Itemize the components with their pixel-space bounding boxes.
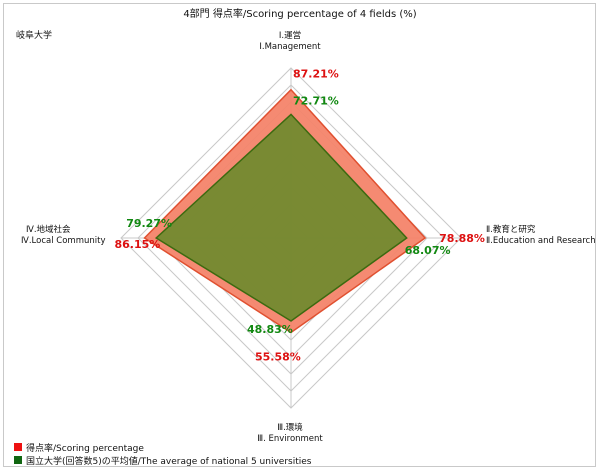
axis-label-education-ja: Ⅱ.教育と研究	[486, 224, 536, 235]
data-label-average-education: 68.07%	[405, 244, 451, 257]
legend-swatch-scoring	[14, 443, 22, 451]
legend-label-average: 国立大学(回答数5)の平均値/The average of national 5…	[26, 455, 312, 467]
chart-title: 4部門 得点率/Scoring percentage of 4 fields (…	[183, 7, 416, 20]
data-label-average-environment: 48.83%	[247, 323, 293, 336]
axis-label-management-en: Ⅰ.Management	[259, 42, 321, 52]
axis-label-community-ja: Ⅳ.地域社会	[26, 224, 71, 235]
data-label-scoring-community: 86.15%	[115, 238, 161, 251]
axis-label-management-ja: Ⅰ.運営	[279, 30, 301, 41]
data-labels: 87.21% 78.88% 55.58% 86.15% 72.71% 68.07% 48.8…	[115, 68, 485, 364]
legend-swatch-average	[14, 456, 22, 464]
data-label-scoring-education: 78.88%	[439, 232, 485, 245]
data-label-scoring-management: 87.21%	[293, 68, 339, 81]
axis-label-education-en: Ⅱ.Education and Research	[486, 236, 596, 246]
data-label-scoring-environment: 55.58%	[255, 351, 301, 364]
data-label-average-management: 72.71%	[293, 94, 339, 107]
axis-label-community-en: Ⅳ.Local Community	[21, 236, 105, 246]
university-name: 岐阜大学	[16, 29, 52, 41]
legend-label-scoring: 得点率/Scoring percentage	[26, 442, 144, 454]
axis-label-environment-ja: Ⅲ.環境	[277, 422, 303, 433]
series-polygon-average	[154, 113, 408, 322]
data-label-average-community: 79.27%	[126, 217, 172, 230]
radar-series	[143, 88, 427, 334]
axis-label-environment-en: Ⅲ. Environment	[257, 434, 323, 444]
